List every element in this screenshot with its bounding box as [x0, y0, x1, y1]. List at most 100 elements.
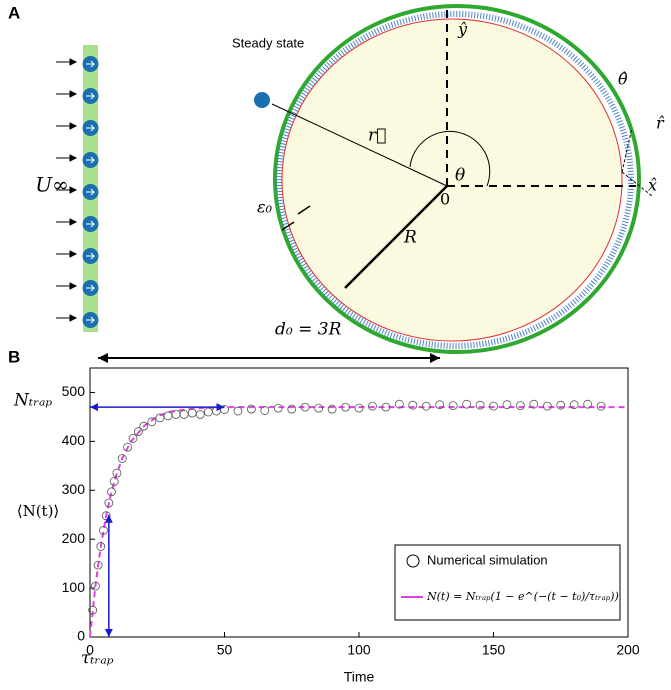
label: R	[403, 228, 417, 248]
data-point	[134, 427, 143, 436]
x-tick-label: 50	[217, 642, 233, 658]
flow-arrow-in	[86, 92, 96, 100]
epsilon-arrows	[281, 205, 311, 231]
data-point	[246, 404, 256, 414]
data-point	[273, 403, 283, 413]
annotation: Steady state	[232, 35, 304, 50]
trapped-particles	[276, 11, 634, 349]
r-vector	[271, 103, 448, 187]
fit-line	[89, 406, 628, 638]
flow-arrow-in	[86, 156, 96, 164]
flow-arrow	[56, 58, 78, 66]
label: θ̂	[618, 70, 628, 89]
x-tick-label: 100	[347, 642, 371, 658]
data-point	[556, 400, 566, 410]
data-point	[107, 487, 116, 497]
label: r⃗	[368, 126, 386, 146]
data-point	[381, 402, 391, 412]
flow-arrow-in	[86, 60, 96, 68]
data-point	[203, 407, 213, 417]
label: θ	[455, 166, 465, 186]
label: ε₀	[257, 198, 273, 217]
label: 0	[440, 190, 450, 209]
data-point	[155, 413, 165, 423]
data-point	[139, 421, 149, 431]
y-tick-label: 500	[62, 383, 86, 399]
data-point	[368, 401, 377, 411]
panel-label: A	[8, 3, 20, 22]
data-point	[195, 410, 205, 419]
data-point	[354, 403, 364, 413]
panel-a: A U∞ Steady state ŷ θ̂ r̂ x̂ r⃗ θ 0 R ε₀…	[8, 3, 665, 363]
data-point	[128, 434, 138, 443]
panel-b: B Time ⟨N(t)⟩ 0 50 100 150 200 0 100 200 300 400 5…	[8, 347, 640, 684]
flow-arrow	[56, 218, 78, 226]
data-point	[147, 417, 157, 427]
data-point	[123, 442, 133, 452]
y-tick-label: 100	[62, 579, 86, 595]
data-point	[171, 410, 181, 419]
flow-arrow	[56, 282, 78, 290]
data-point	[112, 468, 122, 478]
theta-arc	[409, 130, 491, 187]
data-point	[502, 400, 512, 410]
flow-arrow-in	[86, 316, 96, 324]
data-point	[163, 411, 173, 421]
data-point	[287, 404, 297, 414]
label: r̂	[656, 114, 665, 133]
flow-arrow	[56, 314, 78, 322]
legend-box	[394, 544, 621, 621]
data-point	[516, 401, 525, 411]
flow-arrow	[56, 154, 78, 162]
x-tick-label: 200	[616, 642, 640, 658]
x-tick-label: 0	[86, 642, 94, 658]
data-point	[341, 402, 350, 412]
y-tick-label: 200	[62, 530, 86, 546]
u-inf-label: U∞	[35, 173, 69, 197]
flow-arrow-in	[86, 220, 96, 228]
flow-arrow	[56, 186, 78, 194]
data-point	[475, 400, 485, 410]
annotation: τₜᵣₐₚ	[81, 649, 114, 669]
data-point	[569, 400, 579, 410]
label: x̂	[648, 176, 657, 195]
data-point	[179, 410, 189, 419]
data-point	[99, 525, 108, 535]
particle	[254, 92, 270, 108]
y-tick-label: 400	[62, 432, 86, 448]
annotation: Nₜᵣₐₚ	[13, 391, 52, 411]
data-point	[88, 605, 98, 615]
label: ŷ	[457, 20, 468, 39]
data-point	[90, 581, 100, 591]
data-point	[300, 402, 310, 412]
data-point	[187, 408, 197, 418]
data-point	[96, 542, 106, 551]
data-point	[260, 406, 270, 415]
data-point	[104, 498, 114, 508]
flow-particles	[56, 56, 99, 328]
data-point	[462, 399, 472, 409]
data-point	[421, 401, 431, 411]
data-point	[408, 400, 418, 410]
legend-marker	[406, 554, 420, 568]
flow-arrow	[56, 250, 78, 258]
flow-arrow	[56, 122, 78, 130]
x-axis-title: Time	[344, 669, 375, 685]
body	[281, 18, 623, 342]
data-point	[583, 399, 593, 409]
outer-circle	[273, 4, 641, 354]
panel-label: B	[8, 347, 20, 366]
legend-label: Numerical simulation	[427, 552, 548, 567]
y-tick-label: 300	[62, 481, 86, 497]
data-point	[117, 454, 127, 463]
data-point	[394, 399, 404, 409]
data-point	[596, 401, 606, 411]
flow-arrow	[56, 90, 78, 98]
flow-arrow-in	[86, 188, 96, 196]
y-axis-title: ⟨N(t)⟩	[17, 502, 60, 520]
flow-arrow-in	[86, 284, 96, 292]
data-point	[542, 401, 552, 411]
data-point	[327, 404, 337, 414]
data-point	[109, 477, 119, 486]
